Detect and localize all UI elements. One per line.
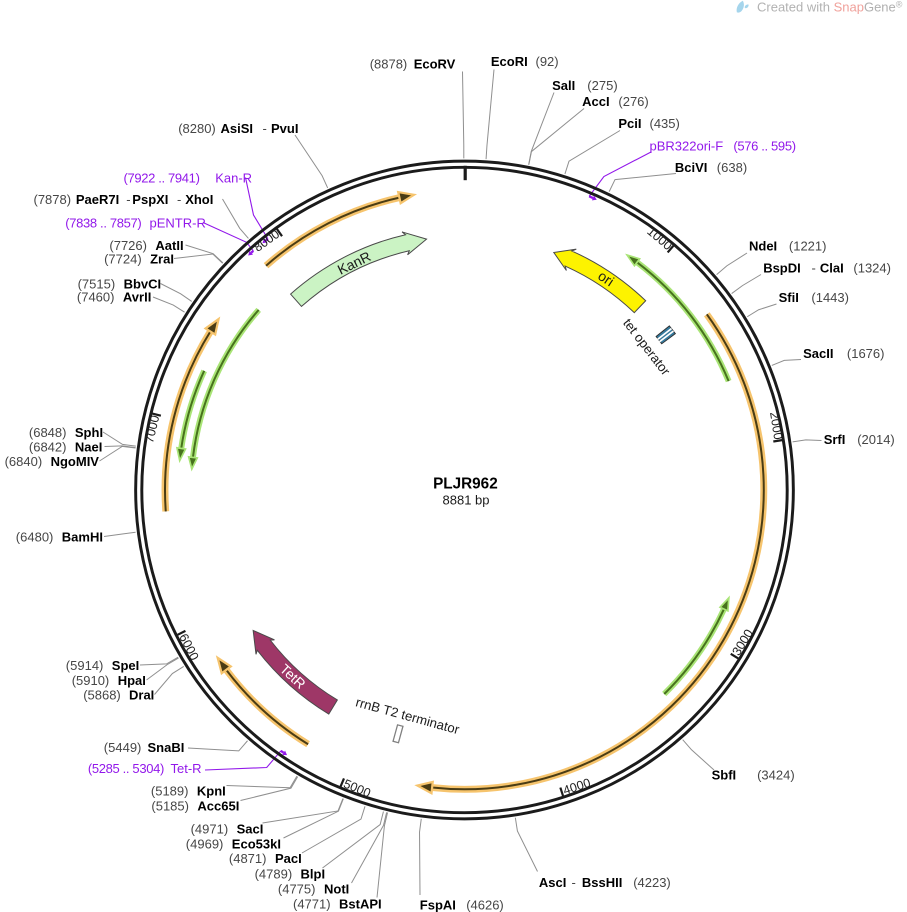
- svg-text:(4969)Eco53kI: (4969) Eco53kI: [186, 836, 281, 851]
- svg-text:(5868)DraI: (5868) DraI: [83, 688, 154, 703]
- svg-text:pBR322ori-F(576 .. 595): pBR322ori-F (576 .. 595): [650, 138, 796, 153]
- svg-text:(4771)BstAPI: (4771) BstAPI: [293, 897, 382, 912]
- svg-text:(5185)Acc65I: (5185) Acc65I: [151, 799, 239, 814]
- svg-text:EcoRI(92): EcoRI (92): [491, 54, 559, 69]
- svg-text:(4871)PacI: (4871) PacI: [229, 851, 302, 866]
- svg-text:NdeI(1221): NdeI (1221): [749, 239, 826, 254]
- svg-text:(4789)BlpI: (4789) BlpI: [255, 866, 325, 881]
- svg-text:(4971)SacI: (4971) SacI: [191, 821, 264, 836]
- svg-text:(7724)ZraI: (7724) ZraI: [104, 251, 174, 266]
- svg-text:PciI(435): PciI (435): [618, 116, 679, 131]
- svg-text:7000: 7000: [142, 414, 162, 445]
- svg-text:(5285 .. 5304)Tet-R: (5285 .. 5304) Tet-R: [88, 761, 202, 776]
- svg-text:BspDI-ClaI(1324): BspDI - ClaI (1324): [763, 261, 891, 276]
- svg-text:(7878)PaeR7I-PspXI-XhoI: (7878) PaeR7I - PspXI - XhoI: [34, 192, 214, 207]
- svg-text:SacII(1676): SacII (1676): [803, 346, 884, 361]
- svg-text:(5914)SpeI: (5914) SpeI: [66, 658, 139, 673]
- svg-text:BciVI(638): BciVI (638): [675, 160, 747, 175]
- svg-text:ori: ori: [595, 267, 617, 289]
- svg-text:SfiI(1443): SfiI (1443): [779, 290, 849, 305]
- svg-text:(6480)BamHI: (6480) BamHI: [16, 530, 103, 545]
- svg-text:(4775)NotI: (4775) NotI: [278, 881, 349, 896]
- svg-text:(7726)AatII: (7726) AatII: [109, 238, 183, 253]
- svg-text:2000: 2000: [767, 411, 785, 441]
- svg-text:(7515)BbvCI: (7515) BbvCI: [78, 277, 162, 292]
- svg-text:SbfI(3424): SbfI (3424): [712, 767, 795, 782]
- svg-text:(8280)AsiSI-PvuI: (8280) AsiSI - PvuI: [178, 121, 298, 136]
- svg-text:8881 bp: 8881 bp: [443, 493, 490, 508]
- svg-text:(7460)AvrII: (7460) AvrII: [77, 290, 151, 305]
- svg-text:(7922 .. 7941)Kan-R: (7922 .. 7941) Kan-R: [124, 170, 253, 185]
- svg-text:SalI(275): SalI (275): [552, 78, 618, 93]
- svg-text:AccI(276): AccI (276): [582, 94, 649, 109]
- svg-text:(8878)EcoRV: (8878) EcoRV: [370, 56, 456, 71]
- svg-text:Created with SnapGene®: Created with SnapGene®: [757, 0, 903, 14]
- svg-text:(5449)SnaBI: (5449) SnaBI: [104, 740, 185, 755]
- svg-text:SrfI(2014): SrfI (2014): [824, 432, 895, 447]
- svg-text:(6842)NaeI: (6842) NaeI: [29, 439, 102, 454]
- svg-text:PLJR962: PLJR962: [433, 475, 498, 492]
- svg-text:(6840)NgoMIV: (6840) NgoMIV: [5, 454, 100, 469]
- svg-text:(7838 .. 7857)pENTR-R: (7838 .. 7857) pENTR-R: [65, 215, 206, 230]
- svg-text:(5910)HpaI: (5910) HpaI: [72, 673, 146, 688]
- svg-text:AscI-BssHII(4223): AscI - BssHII (4223): [539, 875, 671, 890]
- svg-text:(5189)KpnI: (5189) KpnI: [151, 784, 226, 799]
- svg-text:(6848)SphI: (6848) SphI: [29, 425, 103, 440]
- svg-text:FspAI(4626): FspAI (4626): [420, 897, 504, 912]
